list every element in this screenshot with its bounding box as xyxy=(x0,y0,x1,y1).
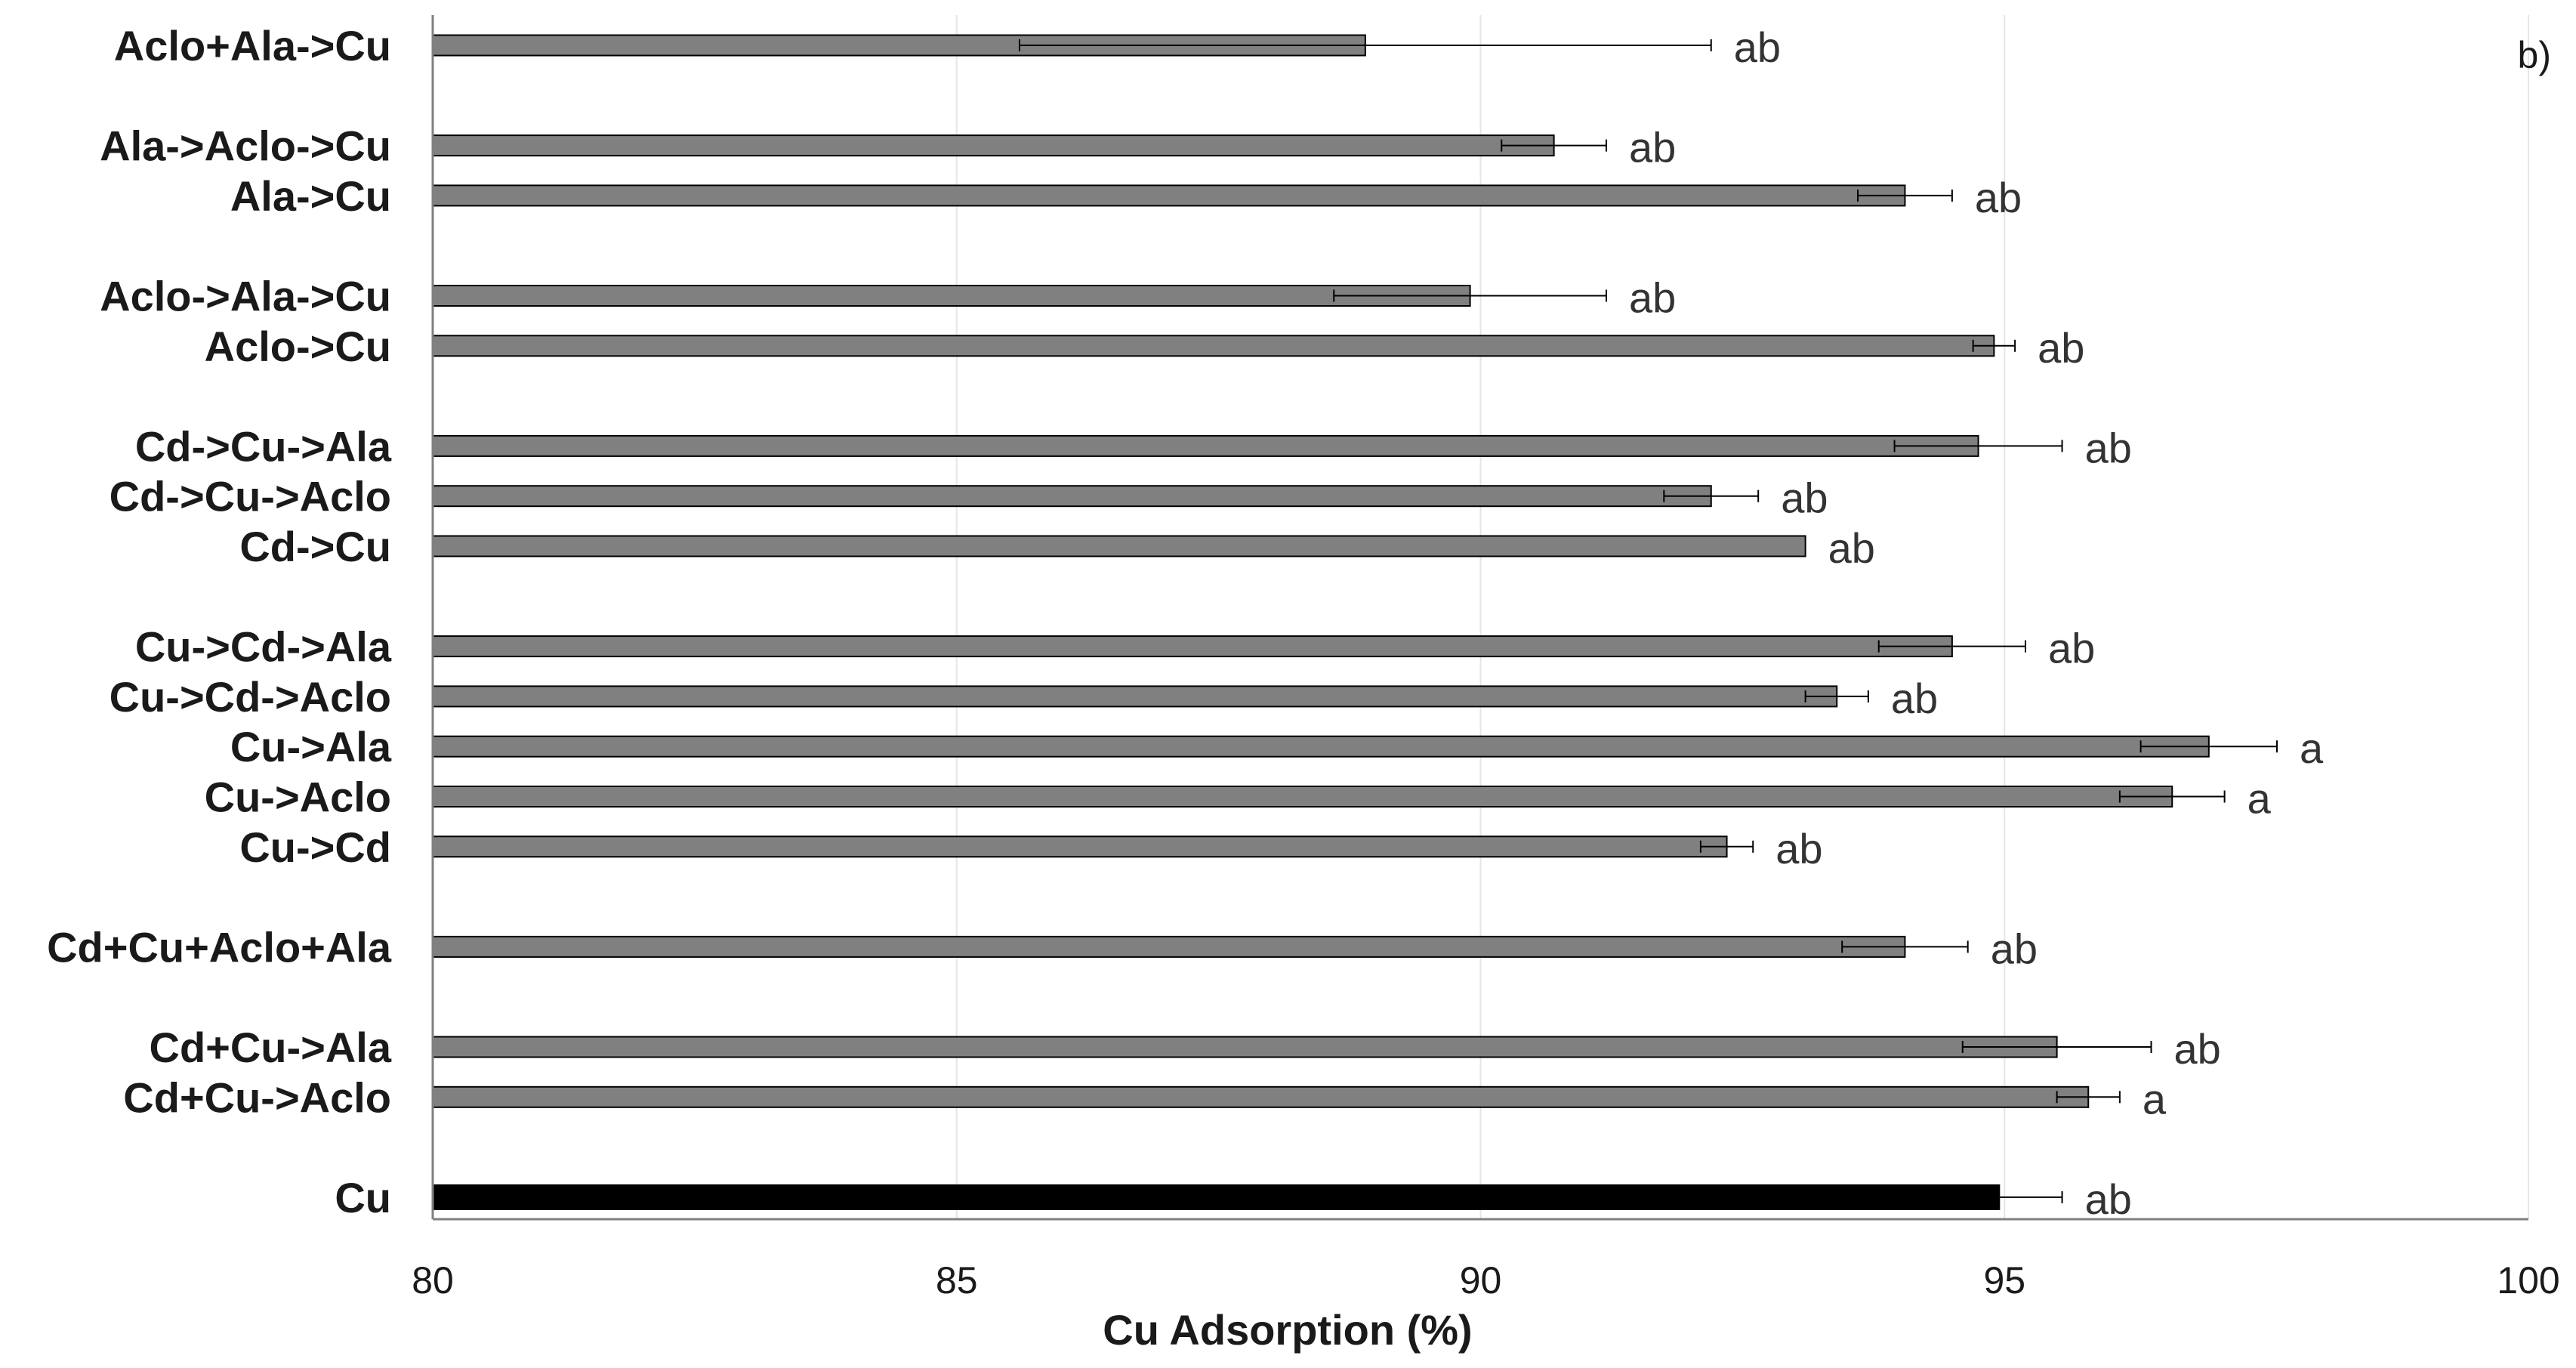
bar-9 xyxy=(432,685,1838,708)
significance-label-1: ab xyxy=(1629,124,1676,171)
bar-15 xyxy=(432,1085,2090,1108)
panel-label: b) xyxy=(2518,34,2551,76)
bar-11 xyxy=(432,786,2173,808)
category-label-7: Cd->Cu xyxy=(239,523,391,570)
bar-3 xyxy=(432,285,1471,307)
significance-label-2: ab xyxy=(1975,174,2022,221)
category-label-1: Ala->Aclo->Cu xyxy=(100,122,391,170)
significance-label-5: ab xyxy=(2085,424,2132,471)
category-label-10: Cu->Ala xyxy=(230,723,392,770)
bar-6 xyxy=(432,485,1712,508)
x-tick-label-95: 95 xyxy=(1983,1259,2025,1302)
significance-label-15: a xyxy=(2143,1075,2167,1123)
category-label-16: Cu xyxy=(335,1174,391,1221)
significance-label-8: ab xyxy=(2048,625,2095,672)
significance-label-0: ab xyxy=(1734,23,1781,71)
bars xyxy=(432,34,2210,1210)
x-axis-title: Cu Adsorption (%) xyxy=(1103,1306,1472,1354)
bar-7 xyxy=(432,535,1806,557)
significance-label-3: ab xyxy=(1629,274,1676,322)
bar-13 xyxy=(432,935,1906,958)
x-tick-label-80: 80 xyxy=(412,1259,454,1302)
x-tick-label-90: 90 xyxy=(1460,1259,1502,1302)
bar-14 xyxy=(432,1036,2058,1058)
category-label-5: Cd->Cu->Ala xyxy=(135,422,392,470)
category-label-3: Aclo->Ala->Cu xyxy=(100,273,391,320)
x-tick-label-100: 100 xyxy=(2497,1259,2559,1302)
category-label-8: Cu->Cd->Ala xyxy=(135,623,392,671)
bar-8 xyxy=(432,635,1953,658)
category-label-4: Aclo->Cu xyxy=(205,323,391,370)
x-tick-label-85: 85 xyxy=(936,1259,978,1302)
category-label-2: Ala->Cu xyxy=(230,172,391,220)
significance-label-16: ab xyxy=(2085,1175,2132,1223)
significance-label-12: ab xyxy=(1775,825,1822,872)
category-label-11: Cu->Aclo xyxy=(205,774,391,821)
category-label-6: Cd->Cu->Aclo xyxy=(110,473,391,520)
significance-label-6: ab xyxy=(1781,474,1828,522)
bar-16 xyxy=(432,1184,2001,1210)
bar-12 xyxy=(432,835,1728,858)
tick-labels: 80 85 90 95 100 xyxy=(412,1259,2560,1302)
category-label-14: Cd+Cu->Ala xyxy=(150,1024,392,1071)
bar-5 xyxy=(432,434,1979,457)
grid-lines xyxy=(955,15,2529,1219)
bar-4 xyxy=(432,335,1995,357)
bar-10 xyxy=(432,735,2210,758)
significance-label-9: ab xyxy=(1891,675,1938,722)
significance-label-13: ab xyxy=(1991,925,2038,972)
category-label-12: Cu->Cd xyxy=(239,823,391,871)
category-label-0: Aclo+Ala->Cu xyxy=(114,22,391,69)
significance-label-10: a xyxy=(2300,724,2324,772)
significance-label-14: ab xyxy=(2174,1025,2221,1073)
bar-2 xyxy=(432,184,1906,207)
significance-label-11: a xyxy=(2247,775,2272,823)
bar-1 xyxy=(432,134,1555,157)
significance-label-7: ab xyxy=(1828,524,1875,572)
x-axis xyxy=(431,15,2528,1221)
error-bars xyxy=(1019,39,2278,1203)
category-label-15: Cd+Cu->Aclo xyxy=(123,1073,391,1121)
category-label-13: Cd+Cu+Aclo+Ala xyxy=(47,923,392,971)
significance-label-4: ab xyxy=(2038,324,2084,372)
category-label-9: Cu->Cd->Aclo xyxy=(110,673,391,721)
